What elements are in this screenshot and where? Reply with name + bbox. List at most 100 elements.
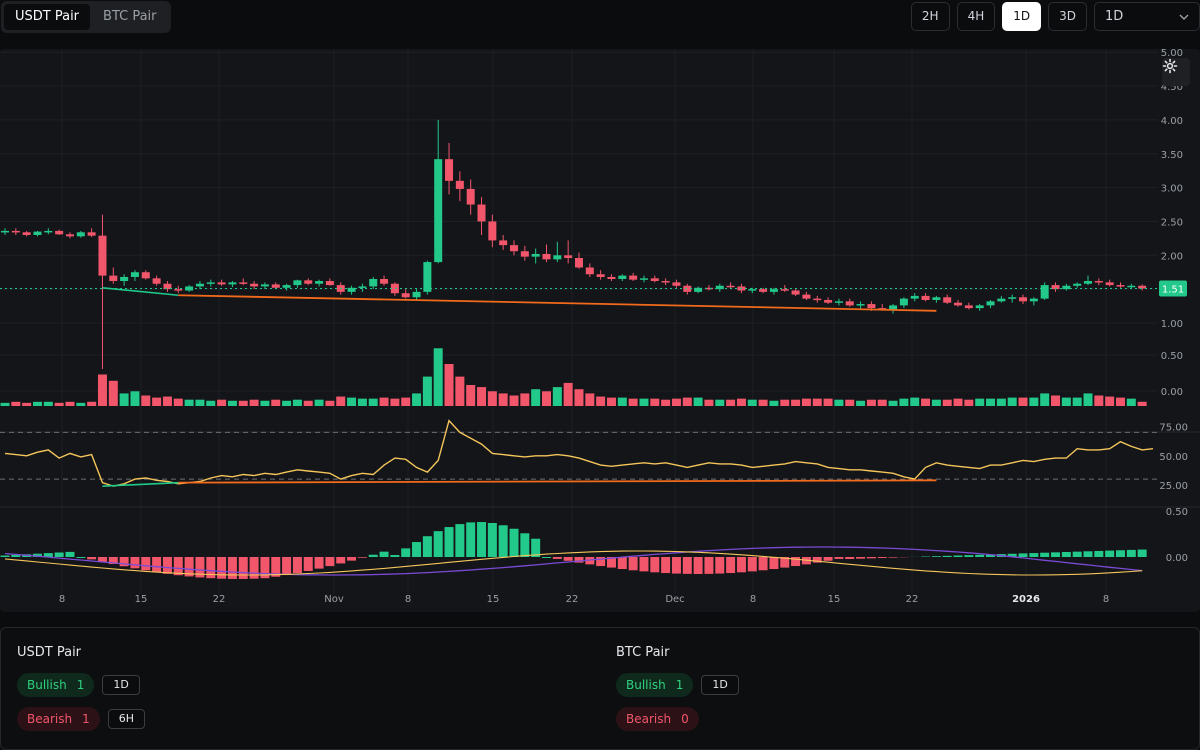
- price-trendline-orange: [178, 294, 937, 312]
- tab-usdt-pair[interactable]: USDT Pair: [4, 4, 91, 30]
- candle-body: [195, 283, 204, 287]
- volume-bar: [1007, 397, 1017, 406]
- volume-bar: [455, 376, 465, 406]
- x-tick-label: 8: [59, 594, 65, 605]
- macd-histogram-bar: [347, 557, 357, 561]
- candle-body: [163, 283, 172, 290]
- volume-bar: [1083, 393, 1093, 406]
- candle-body: [813, 298, 822, 301]
- macd-histogram-bar: [639, 557, 649, 572]
- macd-histogram-bar: [108, 557, 118, 565]
- usdt-bearish-count: 1: [82, 712, 90, 726]
- candle-body: [932, 297, 941, 300]
- candle-body: [845, 301, 854, 306]
- candle-body: [650, 278, 659, 282]
- volume-bar: [303, 400, 313, 406]
- volume-bar: [542, 391, 551, 406]
- x-tick-label: 2026: [1012, 594, 1040, 605]
- chart-area[interactable]: 5.004.504.003.503.002.502.001.501.000.50…: [0, 49, 1200, 612]
- candle-body: [596, 274, 605, 277]
- usdt-bearish-badge[interactable]: Bearish 1: [17, 707, 100, 731]
- volume-bar: [931, 399, 941, 406]
- volume-bar: [487, 391, 497, 406]
- volume-bar: [1105, 396, 1115, 406]
- volume-bar: [682, 397, 692, 406]
- macd-histogram-bar: [747, 557, 757, 572]
- price-tick-label: 5.00: [1161, 49, 1183, 59]
- btc-bearish-badge[interactable]: Bearish 0: [616, 707, 699, 731]
- volume-bar: [888, 400, 898, 406]
- btc-summary-title: BTC Pair: [616, 645, 670, 660]
- macd-histogram-bar: [390, 555, 400, 557]
- x-tick-label: 22: [566, 594, 579, 605]
- candle-body: [217, 282, 226, 285]
- candle-body: [304, 280, 313, 284]
- macd-histogram-bar: [845, 557, 855, 559]
- tab-btc-pair[interactable]: BTC Pair: [103, 9, 157, 24]
- volume-bar: [347, 397, 357, 406]
- volume-bar: [282, 400, 292, 406]
- macd-histogram-bar: [1083, 551, 1093, 557]
- macd-histogram-bar: [32, 553, 42, 557]
- macd-histogram-bar: [282, 557, 292, 576]
- candle-body: [964, 305, 973, 309]
- timeframe-2h-button[interactable]: 2H: [910, 2, 950, 31]
- x-tick-label: 8: [405, 594, 411, 605]
- macd-histogram-bar: [1137, 549, 1147, 557]
- candle-body: [1062, 285, 1071, 290]
- macd-histogram-bar: [217, 557, 227, 579]
- candle-body: [1008, 297, 1017, 299]
- top-toolbar: USDT Pair BTC Pair 2H 4H 1D 3D 1D: [0, 0, 1200, 38]
- candle-body: [553, 255, 562, 260]
- usdt-bearish-timeframe[interactable]: 6H: [107, 709, 146, 729]
- macd-histogram-bar: [238, 557, 248, 579]
- macd-histogram-bar: [43, 553, 53, 557]
- candle-body: [120, 276, 129, 282]
- candle-body: [412, 291, 421, 298]
- volume-bar: [856, 400, 866, 406]
- macd-histogram-bar: [466, 522, 476, 557]
- timeframe-3d-button[interactable]: 3D: [1048, 2, 1087, 31]
- volume-bar: [162, 396, 172, 406]
- timeframe-4h-button[interactable]: 4H: [956, 2, 996, 31]
- candle-body: [445, 159, 454, 181]
- volume-bar: [791, 399, 801, 406]
- candle-body: [1094, 281, 1103, 283]
- volume-bar: [769, 400, 779, 406]
- usdt-bullish-timeframe[interactable]: 1D: [102, 675, 140, 695]
- candle-body: [672, 282, 681, 286]
- btc-bullish-timeframe[interactable]: 1D: [701, 675, 739, 695]
- candle-body: [910, 295, 919, 299]
- macd-histogram-bar: [227, 557, 237, 579]
- chart-settings-button[interactable]: [1162, 58, 1190, 86]
- candle-body: [510, 245, 519, 252]
- candle-body: [1073, 283, 1082, 286]
- candle-body: [325, 281, 334, 286]
- macd-histogram-bar: [931, 556, 941, 557]
- timeframe-1d-button[interactable]: 1D: [1002, 2, 1042, 31]
- macd-histogram-bar: [769, 557, 779, 570]
- candle-body: [1127, 285, 1136, 288]
- macd-histogram-bar: [552, 557, 562, 559]
- volume-bar: [11, 401, 21, 406]
- macd-signal-line: [4, 546, 1143, 576]
- candle-body: [618, 275, 627, 279]
- volume-bar: [130, 391, 140, 406]
- price-chart[interactable]: 5.004.504.003.503.002.502.001.501.000.50…: [0, 49, 1200, 612]
- macd-histogram-bar: [986, 554, 996, 557]
- usdt-bullish-badge[interactable]: Bullish 1: [17, 673, 95, 697]
- candle-body: [33, 231, 42, 235]
- volume-bar: [227, 400, 237, 406]
- volume-bar: [1018, 397, 1028, 406]
- btc-bullish-badge[interactable]: Bullish 1: [616, 673, 694, 697]
- timeframe-select[interactable]: 1D: [1094, 2, 1200, 31]
- volume-bar: [801, 398, 811, 406]
- candle-body: [477, 204, 486, 222]
- macd-histogram-bar: [606, 557, 616, 568]
- macd-histogram-bar: [325, 557, 335, 567]
- candle-body: [44, 230, 53, 233]
- candle-body: [130, 272, 139, 277]
- macd-histogram-bar: [563, 557, 573, 561]
- macd-histogram-bar: [856, 557, 866, 559]
- candle-body: [1029, 298, 1038, 302]
